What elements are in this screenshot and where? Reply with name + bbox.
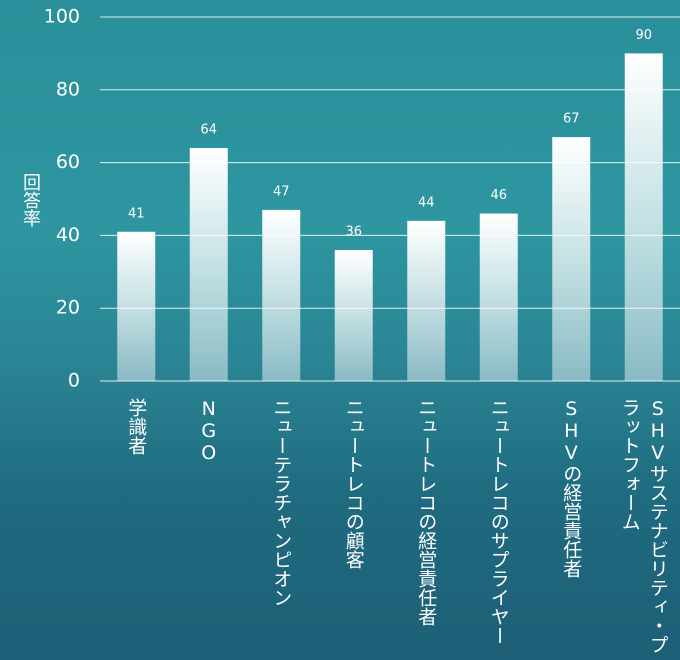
x-tick-label: SHVの経営責任者: [560, 398, 583, 578]
data-label: 36: [345, 224, 362, 239]
x-tick-label: ニューテラチャンピオン: [270, 398, 293, 607]
x-tick-label: SHVサステナビリティ・プラットフォーム: [618, 398, 669, 654]
y-tick-label: 20: [56, 297, 80, 319]
x-tick-label: 学識者: [125, 398, 148, 455]
y-tick-label: 80: [56, 78, 80, 100]
bar: [189, 148, 228, 381]
data-label: 64: [200, 123, 217, 138]
bar: [479, 213, 518, 381]
x-tick-label: ニュートレコのサプライヤー: [487, 398, 510, 645]
data-label: 90: [635, 28, 652, 43]
data-label: 46: [490, 188, 507, 203]
x-tick-label: ニュートレコの経営責任者: [415, 398, 438, 626]
data-label: 67: [563, 112, 580, 127]
bar: [407, 220, 446, 381]
data-label: 44: [418, 195, 435, 210]
x-tick-label: ニュートレコの顧客: [342, 398, 365, 569]
data-label: 41: [128, 206, 145, 221]
y-tick-label: 60: [56, 151, 80, 173]
bar: [334, 249, 373, 381]
y-axis-label: 回答率: [20, 173, 41, 227]
y-tick-label: 0: [68, 370, 80, 392]
bar: [262, 209, 301, 381]
bar: [552, 137, 591, 381]
data-label: 47: [273, 184, 290, 199]
y-tick-label: 40: [56, 224, 80, 246]
bar: [117, 231, 156, 381]
y-tick-label: 100: [44, 6, 80, 28]
bar: [624, 53, 663, 382]
x-tick-label: NGO: [197, 398, 220, 464]
